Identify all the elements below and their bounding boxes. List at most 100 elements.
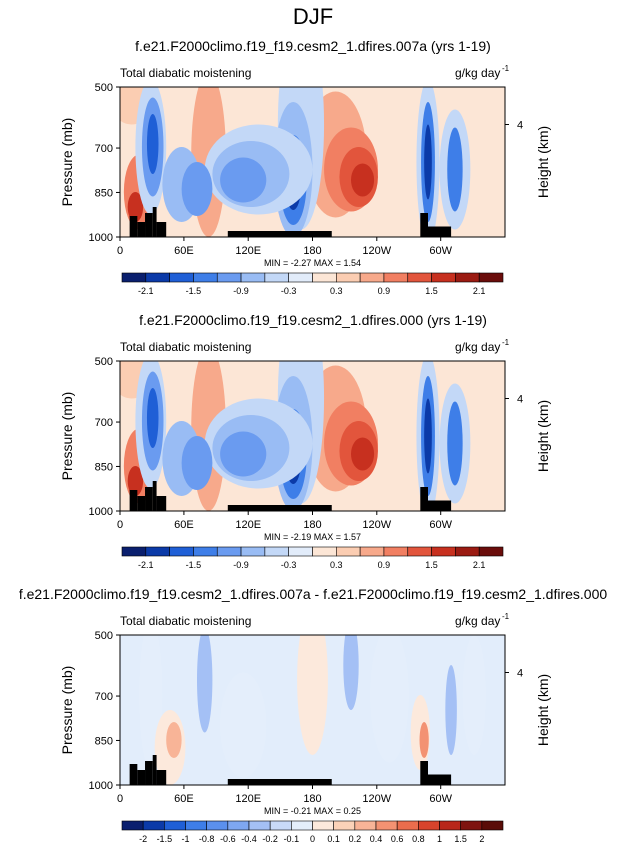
colorbar-swatch: [431, 272, 456, 283]
colorbar-swatch: [193, 546, 218, 557]
colorbar-swatch: [291, 820, 313, 831]
colorbar-swatch: [145, 272, 170, 283]
colorbar-swatch: [481, 820, 504, 831]
topography: [428, 226, 452, 237]
y-right-tick-label: 4: [517, 120, 523, 132]
colorbar-label: -1.5: [186, 560, 202, 570]
x-tick-label: 60W: [429, 793, 452, 805]
topography: [428, 500, 452, 511]
colorbar-swatch: [145, 546, 170, 557]
colorbar-swatch: [407, 546, 432, 557]
field-contour: [220, 157, 267, 203]
colorbar-swatch: [121, 546, 147, 557]
colorbar-label: 0.3: [330, 560, 343, 570]
field-contour: [343, 635, 359, 710]
field-contour: [447, 127, 463, 212]
colorbar-swatch: [206, 820, 229, 831]
colorbar-swatch: [288, 272, 313, 283]
field-contour: [445, 665, 457, 755]
colorbar-swatch: [312, 546, 337, 557]
chart-panel-2: Total diabatic moistening g/kg day -1 500 70…: [59, 338, 551, 570]
panel-title: f.e21.F2000climo.f19_f19.cesm2_1.dfires.…: [139, 312, 487, 328]
y-tick-label: 850: [95, 735, 113, 747]
colorbar-label: -2.1: [138, 560, 154, 570]
topography: [156, 496, 167, 511]
colorbar-label: 0.8: [412, 834, 425, 844]
topography: [152, 481, 157, 511]
colorbar-label: -0.4: [241, 834, 257, 844]
colorbar-label: 2.1: [473, 560, 486, 570]
colorbar-swatch: [288, 546, 313, 557]
colorbar-swatch: [264, 272, 289, 283]
contour-field: [120, 87, 505, 237]
colorbar-label: 1.5: [425, 560, 438, 570]
y-tick-label: 500: [95, 356, 113, 368]
y-tick-label: 500: [95, 630, 113, 642]
topography: [129, 216, 138, 237]
colorbar-swatch: [336, 546, 361, 557]
colorbar-swatch: [269, 820, 292, 831]
field-contour: [351, 437, 375, 471]
field-contour: [462, 635, 486, 755]
colorbar-swatch: [478, 546, 504, 557]
colorbar-swatch: [142, 820, 165, 831]
colorbar-label: -2.1: [138, 286, 154, 296]
topography: [137, 496, 146, 511]
figure-title: DJF: [292, 4, 334, 29]
colorbar-label: -1: [181, 834, 189, 844]
colorbar-swatch: [169, 546, 194, 557]
colorbar-label: -0.6: [220, 834, 236, 844]
colorbar-label: 0.4: [370, 834, 383, 844]
x-tick-label: 120W: [362, 793, 391, 805]
field-contour: [127, 466, 144, 496]
x-tick-label: 0: [117, 245, 123, 257]
colorbar-swatch: [383, 272, 409, 283]
colorbar-swatch: [478, 272, 504, 283]
colorbar-swatch: [396, 820, 419, 831]
topography: [152, 755, 157, 785]
colorbar-label: 1: [437, 834, 442, 844]
colorbar-label: 0.3: [330, 286, 343, 296]
colorbar-swatch: [359, 546, 385, 557]
x-tick-label: 120E: [235, 245, 261, 257]
field-contour: [297, 635, 328, 755]
units-exponent: -1: [502, 338, 510, 347]
topography: [145, 487, 153, 511]
colorbar-swatch: [264, 546, 289, 557]
x-tick-label: 120W: [362, 245, 391, 257]
colorbar-label: 0.6: [391, 834, 404, 844]
colorbar-swatch: [185, 820, 207, 831]
colorbar-label: 0: [310, 834, 315, 844]
colorbar-swatch: [193, 272, 218, 283]
field-contour: [146, 114, 159, 174]
colorbar-label: -2: [139, 834, 147, 844]
colorbar-label: 2.1: [473, 286, 486, 296]
topography: [145, 761, 153, 785]
chart-panel-3: Total diabatic moistening g/kg day -150070…: [59, 612, 551, 844]
field-contour: [220, 431, 267, 477]
y-right-axis-label: Height (km): [535, 126, 551, 198]
colorbar-swatch: [164, 820, 186, 831]
chart-panel-1: Total diabatic moistening g/kg day -1 500 70…: [59, 64, 551, 296]
x-tick-label: 180: [303, 519, 321, 531]
topography: [227, 231, 332, 237]
y-tick-label: 700: [95, 691, 113, 703]
field-contour: [447, 401, 463, 486]
colorbar-label: 0.2: [349, 834, 362, 844]
colorbar-swatch: [227, 820, 250, 831]
field-contour: [419, 722, 429, 758]
topography: [420, 487, 428, 511]
colorbar-label: 1.5: [425, 286, 438, 296]
y-tick-label: 850: [95, 461, 113, 473]
field-contour: [197, 635, 213, 733]
colorbar-label: -0.9: [233, 560, 249, 570]
y-tick-label: 700: [95, 143, 113, 155]
colorbar-swatch: [460, 820, 483, 831]
field-contour: [370, 635, 409, 763]
x-tick-label: 60E: [174, 793, 194, 805]
colorbar-swatch: [248, 820, 271, 831]
x-tick-label: 180: [303, 793, 321, 805]
topography: [156, 222, 167, 237]
x-tick-label: 0: [117, 793, 123, 805]
topography: [129, 764, 138, 785]
